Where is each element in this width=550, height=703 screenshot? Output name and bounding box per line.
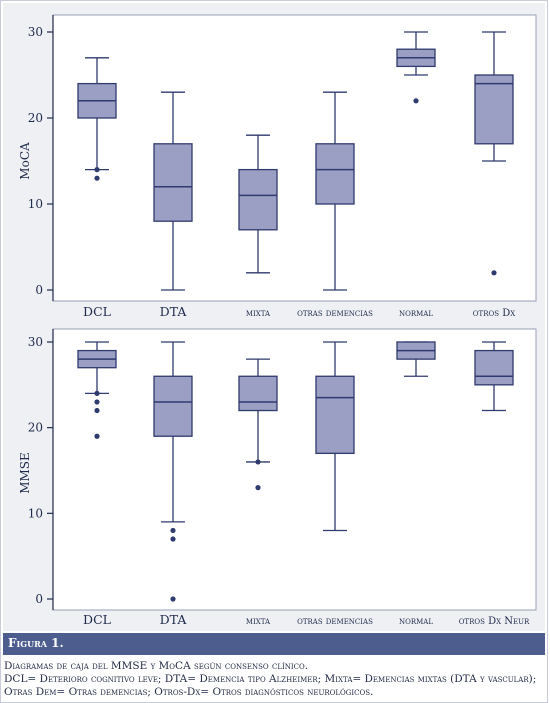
box-mmse (474, 349, 514, 386)
figure-label: Figura 1. (8, 636, 64, 650)
chart-panel: 0 10 20 30 MoCA DCL DTA mixta otras demencias nor… (3, 3, 545, 631)
box-moca (315, 143, 355, 205)
box-mmse (238, 375, 278, 412)
category-label-moca: DTA (160, 304, 188, 319)
category-label-moca: otras demencias (297, 308, 373, 319)
category-label-moca: normal (399, 308, 433, 319)
figure-caption: Diagramas de caja del MMSE y MoCA según … (4, 660, 544, 699)
category-label-moca: DCL (83, 304, 111, 319)
y-tick-label-mmse: 0 (35, 592, 43, 606)
outlier-point-moca (491, 270, 497, 276)
y-axis-title-mmse: MMSE (18, 452, 32, 494)
boxplot-charts: 0 10 20 30 MoCA DCL DTA mixta otras demencias nor… (18, 14, 537, 627)
y-tick-label-mmse: 10 (28, 506, 43, 520)
y-tick-label-moca: 20 (28, 111, 43, 125)
caption-line-2: DCL= Deterioro cognitivo leve; DTA= Deme… (4, 673, 537, 698)
y-tick-label-mmse: 30 (28, 335, 43, 349)
category-label-moca: otros Dx (473, 308, 515, 319)
category-label-mmse: otros Dx Neur (459, 616, 530, 627)
box-moca (153, 143, 193, 222)
category-label-mmse: DTA (160, 612, 188, 627)
outlier-point-mmse (170, 536, 176, 542)
category-label-mmse: DCL (83, 612, 111, 627)
outlier-point-mmse (94, 399, 100, 405)
outlier-point-moca (94, 167, 100, 173)
y-axis-title-moca: MoCA (18, 142, 32, 180)
outlier-point-moca (413, 98, 419, 104)
figure-label-bar: Figura 1. (3, 633, 545, 655)
plot-area-mmse (52, 328, 537, 611)
category-label-mmse: normal (399, 616, 433, 627)
category-label-moca: mixta (246, 308, 271, 319)
y-tick-label-moca: 10 (28, 197, 43, 211)
outlier-point-mmse (170, 527, 176, 534)
y-tick-label-moca: 30 (28, 25, 43, 39)
plot-area-moca (52, 14, 537, 302)
box-mmse (153, 375, 193, 437)
box-mmse (315, 375, 355, 455)
outlier-point-mmse (255, 485, 261, 491)
box-moca (474, 74, 514, 145)
outlier-point-mmse (94, 390, 100, 396)
outlier-point-mmse (94, 407, 100, 414)
outlier-point-moca (94, 175, 100, 181)
box-moca (238, 168, 278, 231)
outlier-point-mmse (94, 433, 100, 439)
y-tick-label-mmse: 20 (28, 421, 43, 435)
caption-line-1: Diagramas de caja del MMSE y MoCA según … (4, 660, 309, 672)
category-label-mmse: otras demencias (297, 616, 373, 627)
y-tick-label-moca: 0 (35, 283, 43, 297)
outlier-point-mmse (170, 596, 176, 602)
category-label-mmse: mixta (246, 616, 271, 627)
outlier-point-mmse (255, 459, 261, 465)
